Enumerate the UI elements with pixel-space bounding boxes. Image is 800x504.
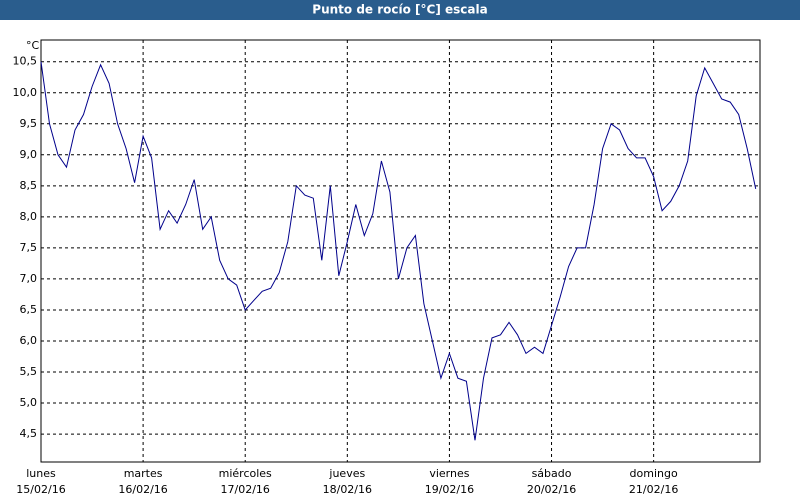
x-tick-label: miércoles: [219, 467, 272, 480]
x-tick-date: 15/02/16: [16, 483, 65, 496]
y-unit: °C: [26, 39, 40, 52]
x-tick-date: 18/02/16: [323, 483, 372, 496]
x-tick-label: sábado: [532, 467, 572, 480]
y-tick-label: 7,0: [20, 272, 38, 285]
y-tick-label: 9,5: [20, 117, 38, 130]
x-tick-date: 16/02/16: [118, 483, 167, 496]
y-tick-label: 7,5: [20, 241, 38, 254]
data-line: [40, 61, 757, 441]
x-tick-label: lunes: [26, 467, 56, 480]
y-tick-label: 6,0: [20, 334, 38, 347]
x-tick-date: 20/02/16: [527, 483, 576, 496]
y-tick-label: 9,0: [20, 148, 38, 161]
title-bar: [0, 0, 800, 20]
y-tick-label: 4,5: [20, 427, 38, 440]
x-tick-date: 17/02/16: [221, 483, 270, 496]
y-tick-label: 10,5: [13, 55, 38, 68]
plot-frame: [40, 39, 761, 463]
y-tick-label: 5,0: [20, 396, 38, 409]
x-tick-date: 19/02/16: [425, 483, 474, 496]
x-tick-label: viernes: [429, 467, 469, 480]
x-tick-label: domingo: [630, 467, 678, 480]
x-tick-label: martes: [124, 467, 163, 480]
y-tick-label: 6,5: [20, 303, 38, 316]
y-tick-label: 10,0: [13, 86, 38, 99]
y-tick-label: 8,5: [20, 179, 38, 192]
chart-title: Punto de rocío [°C] escala: [312, 3, 487, 17]
x-tick-label: jueves: [328, 467, 365, 480]
x-tick-date: 21/02/16: [629, 483, 678, 496]
y-tick-label: 5,5: [20, 365, 38, 378]
y-tick-label: 8,0: [20, 210, 38, 223]
